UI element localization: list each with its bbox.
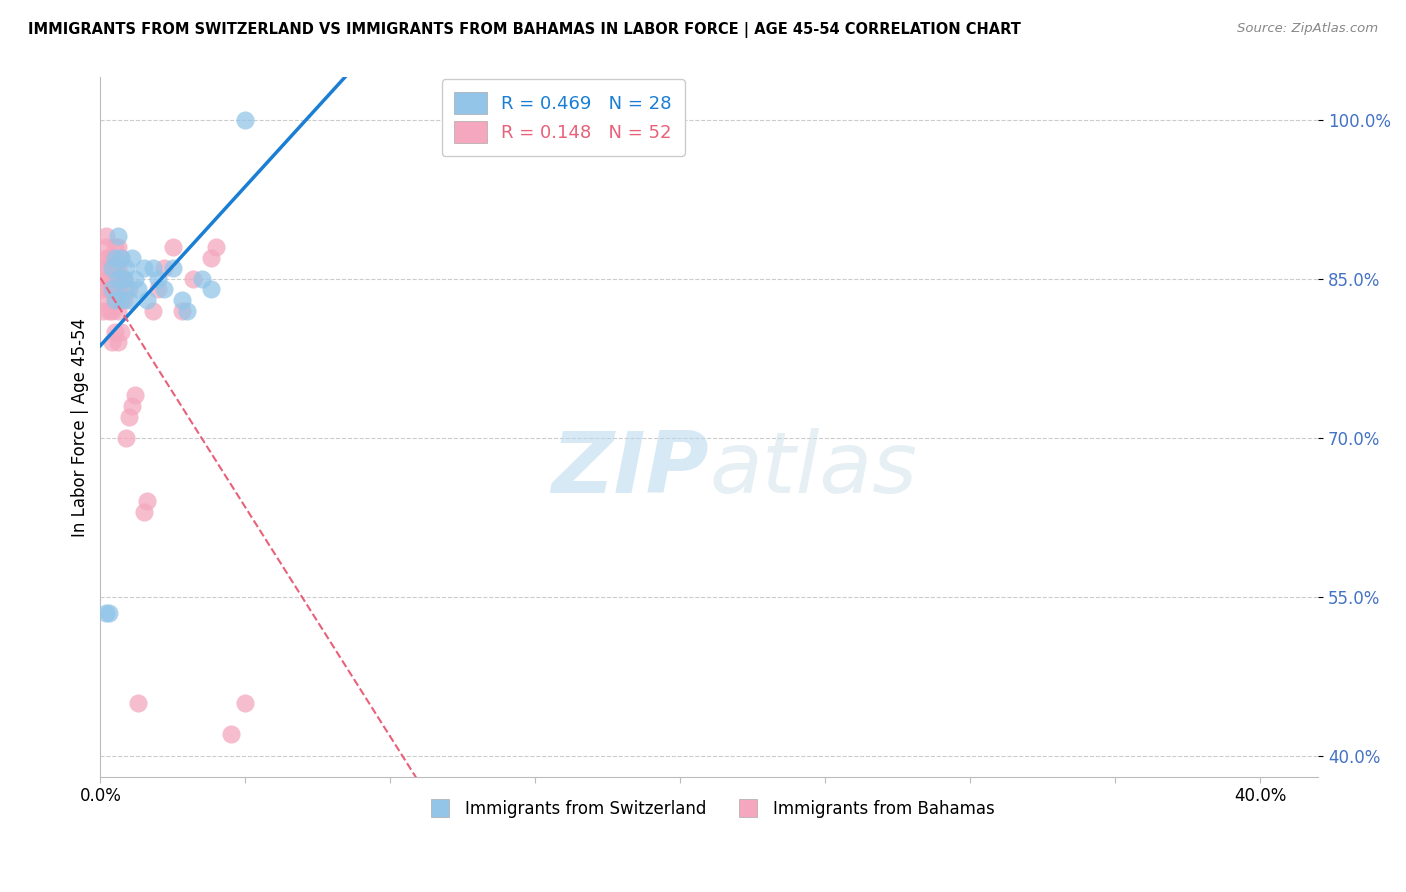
Point [107,282,129,296]
Point [153,282,176,296]
Point [110,251,132,265]
Point [101,282,124,296]
Point [110,293,132,307]
Point [148,272,170,286]
Point [141,303,163,318]
Point [98,261,121,276]
Text: ZIP: ZIP [551,427,709,510]
Point [110,251,132,265]
Point [101,335,124,350]
Point [115,431,138,445]
Point [94,251,117,265]
Point [118,293,141,307]
Point [107,229,129,244]
Point [141,261,163,276]
Point [104,325,127,339]
Point [101,251,124,265]
Point [98,251,121,265]
Point [101,272,124,286]
Text: atlas: atlas [709,427,917,510]
Point [104,261,127,276]
Point [127,282,149,296]
Text: IMMIGRANTS FROM SWITZERLAND VS IMMIGRANTS FROM BAHAMAS IN LABOR FORCE | AGE 45-5: IMMIGRANTS FROM SWITZERLAND VS IMMIGRANT… [28,22,1021,38]
Point [94,272,117,286]
Point [118,409,141,424]
Point [162,261,184,276]
Legend: Immigrants from Switzerland, Immigrants from Bahamas: Immigrants from Switzerland, Immigrants … [418,793,1001,824]
Point [200,251,222,265]
Point [135,494,157,508]
Point [101,303,124,318]
Point [110,272,132,286]
Point [107,261,129,276]
Point [153,261,176,276]
Point [135,293,157,307]
Point [200,282,222,296]
Point [107,303,129,318]
Point [94,606,117,620]
Point [127,696,149,710]
Point [191,272,214,286]
Point [101,261,124,276]
Point [121,251,143,265]
Point [132,505,155,519]
Point [94,240,117,254]
Point [115,261,138,276]
Point [104,282,127,296]
Point [115,282,138,296]
Point [107,240,129,254]
Point [104,251,127,265]
Point [124,388,146,402]
Point [181,272,204,286]
Point [98,272,121,286]
Point [124,272,146,286]
Point [91,261,114,276]
Point [121,399,143,413]
Point [110,293,132,307]
Point [94,293,117,307]
Point [104,293,127,307]
Text: Source: ZipAtlas.com: Source: ZipAtlas.com [1237,22,1378,36]
Point [110,325,132,339]
Point [112,293,135,307]
Point [132,261,155,276]
Point [91,303,114,318]
Point [170,293,193,307]
Point [98,606,121,620]
Point [233,112,256,127]
Point [104,293,127,307]
Point [107,335,129,350]
Point [219,727,242,741]
Point [148,282,170,296]
Point [104,240,127,254]
Point [118,282,141,296]
Point [112,272,135,286]
Point [176,303,198,318]
Point [98,282,121,296]
Point [101,282,124,296]
Point [170,303,193,318]
Point [112,272,135,286]
Point [205,240,228,254]
Point [91,282,114,296]
Point [162,240,184,254]
Point [94,229,117,244]
Point [107,272,129,286]
Point [98,303,121,318]
Y-axis label: In Labor Force | Age 45-54: In Labor Force | Age 45-54 [72,318,89,537]
Point [233,696,256,710]
